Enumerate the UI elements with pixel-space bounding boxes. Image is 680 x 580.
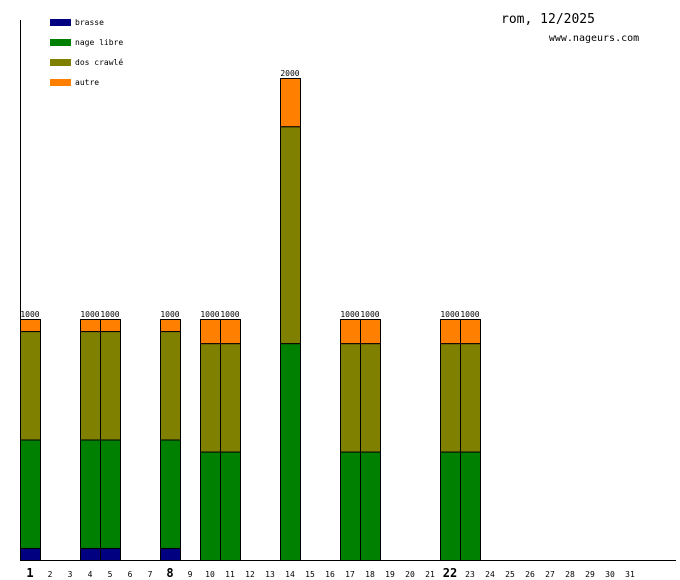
bar-segment-nage-libre (20, 439, 41, 549)
bar-segment-nage-libre (220, 451, 241, 561)
x-tick-label: 29 (585, 570, 595, 579)
x-tick-label: 16 (325, 570, 335, 579)
legend-label: dos crawlé (75, 57, 123, 67)
bar-segment-brasse (80, 547, 101, 562)
bar-segment-dos-crawlé (360, 343, 381, 453)
bar-segment-dos-crawlé (80, 331, 101, 441)
x-tick-label: 1 (26, 566, 33, 580)
bar-segment-autre (20, 319, 41, 333)
bar-segment-dos-crawlé (440, 343, 461, 453)
x-tick-label: 14 (285, 570, 295, 579)
bar-segment-nage-libre (100, 439, 121, 549)
legend: brasse nage libre dos crawlé autre (50, 18, 123, 87)
total-label: 1000 (340, 310, 359, 319)
x-tick-label: 26 (525, 570, 535, 579)
legend-label: nage libre (75, 38, 123, 47)
legend-label: autre (75, 78, 99, 87)
bar-segment-autre (440, 319, 461, 345)
total-label: 1000 (360, 310, 379, 319)
x-tick-label: 13 (265, 570, 275, 579)
x-tick-label: 24 (485, 570, 495, 579)
x-tick-label: 19 (385, 570, 395, 579)
x-tick-label: 25 (505, 570, 515, 579)
total-label: 1000 (80, 310, 99, 319)
x-tick-label: 30 (605, 570, 615, 579)
chart-subtitle: www.nageurs.com (549, 33, 639, 44)
bar-segment-dos-crawlé (160, 331, 181, 441)
bar-segment-nage-libre (80, 439, 101, 549)
bar-segment-nage-libre (440, 451, 461, 561)
bar-segment-dos-crawlé (460, 343, 481, 453)
x-tick-label: 5 (108, 570, 113, 579)
total-label: 1000 (220, 310, 239, 319)
bar-segment-autre (360, 319, 381, 345)
bar-segment-dos-crawlé (340, 343, 361, 453)
total-label: 2000 (280, 69, 299, 78)
total-label: 1000 (200, 310, 219, 319)
x-tick-label: 20 (405, 570, 415, 579)
bar-segment-autre (340, 319, 361, 345)
bar-segment-nage-libre (280, 343, 301, 561)
total-label: 1000 (460, 310, 479, 319)
x-tick-label: 22 (443, 566, 457, 580)
legend-swatch (50, 59, 71, 66)
x-tick-labels: 1 2 3 4 5 6 7 8 9 10 11 12 13 14 15 16 17 18 19 20 21 22 23 24 2… (26, 566, 635, 580)
x-tick-label: 18 (365, 570, 375, 579)
bar-segment-nage-libre (460, 451, 481, 561)
bar-segment-autre (160, 319, 181, 333)
legend-label: brasse (75, 18, 104, 27)
x-tick-label: 10 (205, 570, 215, 579)
x-tick-label: 27 (545, 570, 555, 579)
x-tick-label: 11 (225, 570, 235, 579)
bar-segment-dos-crawlé (200, 343, 221, 453)
bar-segment-nage-libre (360, 451, 381, 561)
x-tick-label: 31 (625, 570, 635, 579)
chart-title: rom, 12/2025 (501, 12, 595, 27)
x-tick-label: 2 (48, 570, 53, 579)
bar-segment-nage-libre (160, 439, 181, 549)
x-tick-label: 6 (128, 570, 133, 579)
x-tick-label: 8 (166, 566, 173, 580)
bar-segment-brasse (160, 547, 181, 562)
bar-segment-brasse (20, 547, 41, 562)
total-label: 1000 (20, 310, 39, 319)
legend-swatch (50, 79, 71, 86)
total-label: 1000 (100, 310, 119, 319)
x-tick-label: 9 (188, 570, 193, 579)
x-tick-label: 23 (465, 570, 475, 579)
x-tick-label: 28 (565, 570, 575, 579)
x-tick-label: 3 (68, 570, 73, 579)
x-tick-label: 15 (305, 570, 315, 579)
legend-swatch (50, 19, 71, 26)
bar-segment-autre (200, 319, 221, 345)
total-label: 1000 (440, 310, 459, 319)
x-tick-label: 7 (148, 570, 153, 579)
bar-segment-autre (80, 319, 101, 333)
bar-segment-nage-libre (340, 451, 361, 561)
bar-segment-dos-crawlé (280, 126, 301, 345)
x-tick-label: 17 (345, 570, 355, 579)
bar-segment-autre (100, 319, 121, 333)
bar-segment-autre (280, 78, 301, 128)
x-tick-label: 21 (425, 570, 435, 579)
total-label: 1000 (160, 310, 179, 319)
bar-segment-dos-crawlé (100, 331, 121, 441)
bar-segment-autre (460, 319, 481, 345)
x-tick-label: 12 (245, 570, 255, 579)
legend-swatch (50, 39, 71, 46)
bar-segment-autre (220, 319, 241, 345)
bar-segment-nage-libre (200, 451, 221, 561)
bar-segment-brasse (100, 547, 121, 562)
bar-segment-dos-crawlé (20, 331, 41, 441)
x-tick-label: 4 (88, 570, 93, 579)
bar-segment-dos-crawlé (220, 343, 241, 453)
